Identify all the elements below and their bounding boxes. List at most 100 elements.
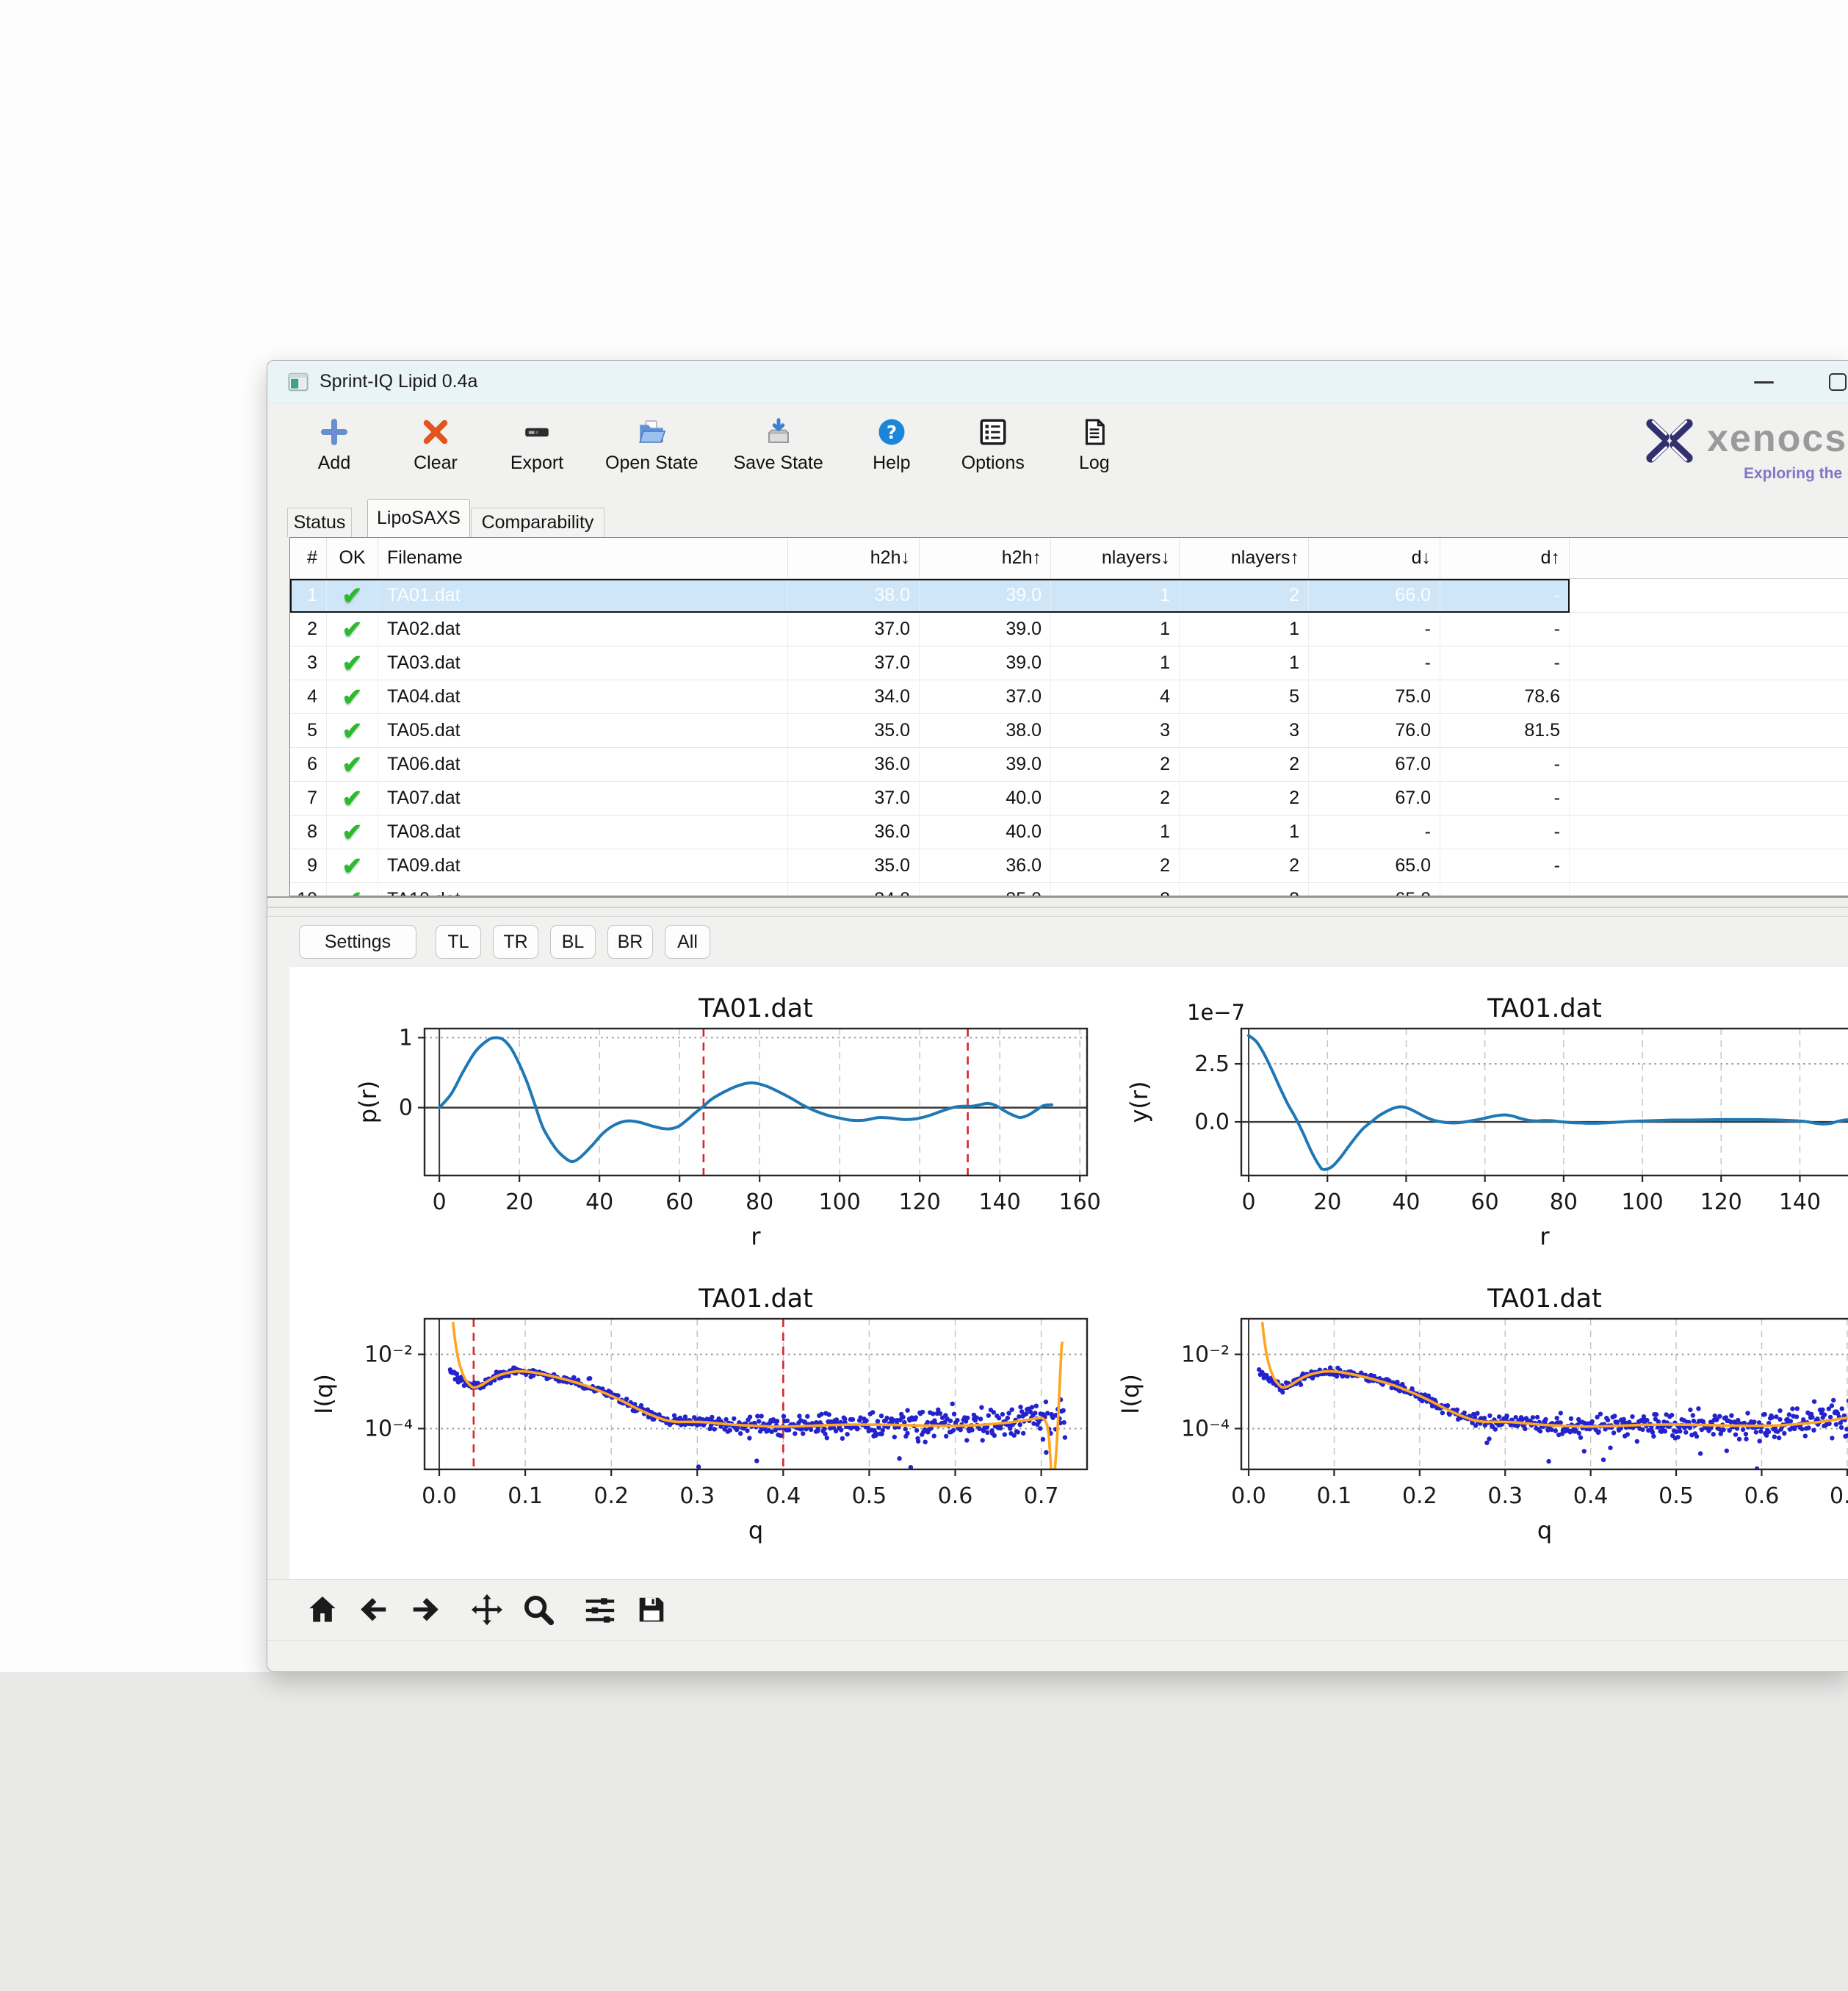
table-row[interactable]: 3✔TA03.dat37.039.011-- <box>290 647 1848 680</box>
check-icon: ✔ <box>342 651 363 675</box>
zoom-button[interactable] <box>516 1588 561 1632</box>
row-filler <box>1570 680 1848 714</box>
cell-filename: TA09.dat <box>378 849 788 882</box>
options-button[interactable]: Options <box>953 411 1033 477</box>
cell-value: 38.0 <box>788 579 920 612</box>
maximize-button[interactable] <box>1814 361 1848 403</box>
cell-value: 39.0 <box>920 579 1051 612</box>
clear-button[interactable]: Clear <box>395 411 476 477</box>
cell-value: 37.0 <box>788 647 920 680</box>
table-row[interactable]: 6✔TA06.dat36.039.02267.0- <box>290 748 1848 782</box>
pane-button-br[interactable]: BR <box>607 925 653 959</box>
log-label: Log <box>1079 453 1110 474</box>
table-row[interactable]: 2✔TA02.dat37.039.011-- <box>290 613 1848 647</box>
cell-ok: ✔ <box>327 816 378 849</box>
tab-comparability[interactable]: Comparability <box>471 508 604 537</box>
cell-value: - <box>1440 782 1570 815</box>
save-state-button[interactable]: Save State <box>726 411 830 477</box>
figure-canvas[interactable] <box>289 967 1848 1579</box>
table-row[interactable]: 9✔TA09.dat35.036.02265.0- <box>290 849 1848 883</box>
cell-ok: ✔ <box>327 680 378 713</box>
export-button[interactable]: Export <box>497 411 577 477</box>
column-header-ok[interactable]: OK <box>327 538 378 578</box>
pane-button-all[interactable]: All <box>665 925 710 959</box>
splitter-handle[interactable] <box>267 896 1848 917</box>
cell-value: - <box>1440 579 1570 612</box>
minimize-button[interactable] <box>1740 361 1787 403</box>
cell-value: - <box>1309 647 1440 680</box>
tab-liposaxs[interactable]: LipoSAXS <box>367 499 470 537</box>
forward-icon <box>408 1593 442 1627</box>
settings-button[interactable]: Settings <box>299 925 416 959</box>
open-state-button[interactable]: Open State <box>598 411 705 477</box>
cell-value: 36.0 <box>788 816 920 849</box>
check-icon: ✔ <box>342 617 363 641</box>
column-header-[interactable]: # <box>290 538 327 578</box>
row-filler <box>1570 714 1848 748</box>
cell-filename: TA06.dat <box>378 748 788 781</box>
table-row[interactable]: 10✔TA10.dat34.035.02265.0- <box>290 883 1848 896</box>
xenocs-x-icon <box>1641 412 1698 469</box>
cell-value: 2 <box>1051 748 1180 781</box>
column-header-h2h[interactable]: h2h↑ <box>920 538 1051 578</box>
title-bar[interactable]: Sprint-IQ Lipid 0.4a <box>267 361 1848 403</box>
export-label: Export <box>510 453 563 474</box>
cell-value: 2 <box>1180 849 1309 882</box>
forward-button[interactable] <box>403 1588 448 1632</box>
sliders-button[interactable] <box>577 1588 623 1632</box>
help-button[interactable]: ?Help <box>851 411 932 477</box>
window-title: Sprint-IQ Lipid 0.4a <box>320 371 477 392</box>
back-button[interactable] <box>351 1588 397 1632</box>
cell-value: 75.0 <box>1309 680 1440 713</box>
pane-button-tr[interactable]: TR <box>493 925 538 959</box>
row-filler <box>1570 883 1848 896</box>
cell-filename: TA03.dat <box>378 647 788 680</box>
column-header-d[interactable]: d↑ <box>1440 538 1570 578</box>
column-header-h2h[interactable]: h2h↓ <box>788 538 920 578</box>
row-filler <box>1570 647 1848 680</box>
brand-name: xenocs <box>1707 417 1847 461</box>
table-row[interactable]: 8✔TA08.dat36.040.011-- <box>290 816 1848 849</box>
home-button[interactable] <box>300 1588 345 1632</box>
cell-value: 66.0 <box>1309 579 1440 612</box>
cell-ok: ✔ <box>327 849 378 882</box>
pane-button-bl[interactable]: BL <box>550 925 596 959</box>
table-row[interactable]: 5✔TA05.dat35.038.03376.081.5 <box>290 714 1848 748</box>
pane-button-tl[interactable]: TL <box>436 925 481 959</box>
column-header-filename[interactable]: Filename <box>378 538 788 578</box>
table-row[interactable]: 4✔TA04.dat34.037.04575.078.6 <box>290 680 1848 714</box>
cell-filename: TA05.dat <box>378 714 788 747</box>
save-state-label: Save State <box>733 453 823 474</box>
cell-value: 1 <box>1180 647 1309 680</box>
log-button[interactable]: Log <box>1054 411 1135 477</box>
cell-value: 2 <box>1180 883 1309 896</box>
add-button[interactable]: Add <box>294 411 375 477</box>
row-filler <box>1570 782 1848 816</box>
check-icon: ✔ <box>342 786 363 810</box>
pan-button[interactable] <box>464 1588 510 1632</box>
tab-bar: Status LipoSAXSComparability <box>267 497 1848 537</box>
app-window: Sprint-IQ Lipid 0.4a Add Clear Export Open … <box>267 360 1848 1672</box>
cell-value: 38.0 <box>920 714 1051 747</box>
cell-value: 34.0 <box>788 883 920 896</box>
open-state-icon <box>634 414 669 450</box>
cell-value: - <box>1440 748 1570 781</box>
table-row[interactable]: 7✔TA07.dat37.040.02267.0- <box>290 782 1848 816</box>
cell-value: 1 <box>1051 816 1180 849</box>
plot-controls: Settings TL TR BL BR All <box>267 917 1848 967</box>
column-header-nlayers[interactable]: nlayers↑ <box>1180 538 1309 578</box>
save-button[interactable] <box>629 1588 674 1632</box>
cell-value: 39.0 <box>920 748 1051 781</box>
cell-ok: ✔ <box>327 782 378 815</box>
cell-filename: TA08.dat <box>378 816 788 849</box>
row-filler <box>1570 816 1848 849</box>
svg-text:?: ? <box>887 422 897 443</box>
table-row[interactable]: 1✔TA01.dat38.039.01266.0- <box>290 579 1848 613</box>
column-header-nlayers[interactable]: nlayers↓ <box>1051 538 1180 578</box>
cell-ok: ✔ <box>327 579 378 612</box>
tab-status[interactable]: Status <box>287 508 352 537</box>
pan-icon <box>470 1593 504 1627</box>
row-filler <box>1570 748 1848 782</box>
column-header-d[interactable]: d↓ <box>1309 538 1440 578</box>
cell-ok: ✔ <box>327 883 378 896</box>
